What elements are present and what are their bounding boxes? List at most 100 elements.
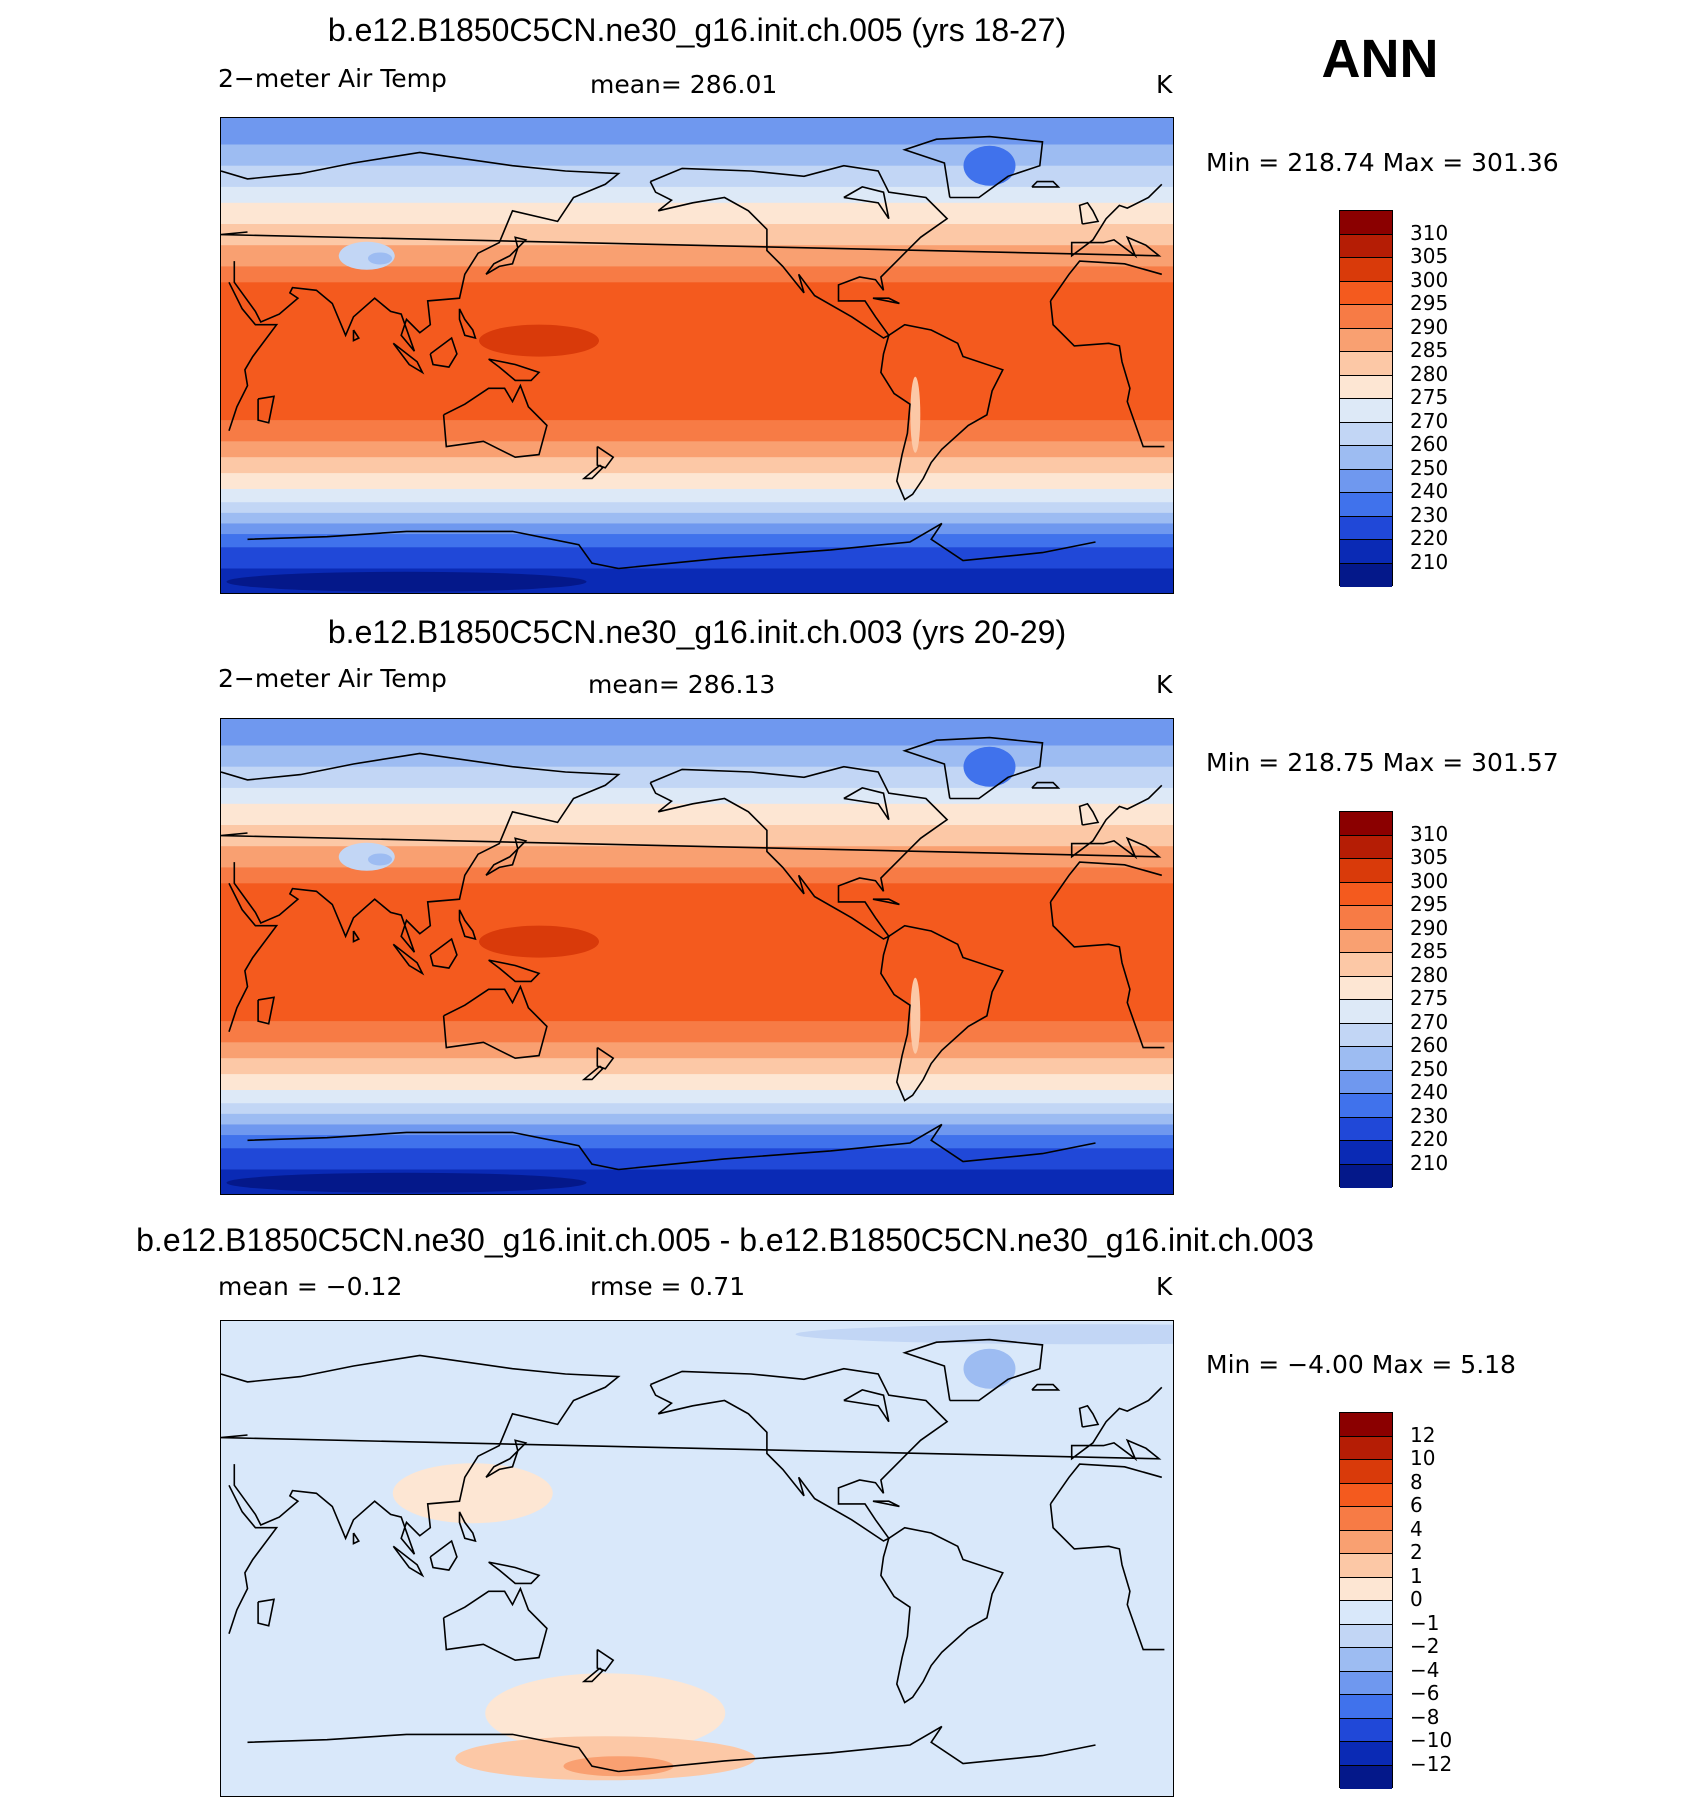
colorbar-swatch bbox=[1340, 1742, 1392, 1766]
colorbar-swatch bbox=[1340, 1070, 1392, 1094]
colorbar-tick-label: 285 bbox=[1410, 939, 1449, 963]
coastline bbox=[352, 329, 360, 342]
temperature-map bbox=[220, 117, 1174, 594]
coastline bbox=[843, 787, 890, 821]
panel-title: b.e12.B1850C5CN.ne30_g16.init.ch.005 (yr… bbox=[327, 12, 1067, 48]
coastline bbox=[1078, 201, 1100, 225]
coastline bbox=[485, 1439, 528, 1478]
coastline bbox=[581, 464, 604, 480]
coastline bbox=[880, 924, 1004, 1102]
colorbar-tick-label: 8 bbox=[1410, 1469, 1423, 1494]
coastline bbox=[429, 336, 458, 368]
coastline bbox=[257, 1598, 276, 1627]
coastline bbox=[257, 996, 276, 1025]
colorbar bbox=[1339, 210, 1393, 587]
colorbar-swatch bbox=[1340, 399, 1392, 423]
panel-title: b.e12.B1850C5CN.ne30_g16.init.ch.005 - b… bbox=[136, 1222, 1314, 1258]
colorbar-swatch bbox=[1340, 1624, 1392, 1648]
coastline bbox=[392, 1545, 425, 1578]
coastline bbox=[488, 358, 541, 382]
coastline bbox=[649, 1367, 949, 1542]
min-max-label: Min = −4.00 Max = 5.18 bbox=[1206, 1350, 1516, 1379]
colorbar-swatch bbox=[1340, 211, 1392, 235]
min-max-label: Min = 218.74 Max = 301.36 bbox=[1206, 148, 1559, 177]
colorbar-swatch bbox=[1340, 1765, 1392, 1789]
colorbar-swatch bbox=[1340, 1047, 1392, 1071]
colorbar-tick-label: 210 bbox=[1410, 1150, 1449, 1175]
coastline bbox=[458, 308, 477, 340]
coastline bbox=[596, 1648, 615, 1672]
colorbar-swatch bbox=[1340, 1577, 1392, 1601]
colorbar-swatch bbox=[1340, 1601, 1392, 1625]
mean-label: mean = −0.12 bbox=[218, 1272, 403, 1301]
colorbar-swatch bbox=[1340, 446, 1392, 470]
colorbar-swatch bbox=[1340, 1000, 1392, 1024]
colorbar-tick-label: −8 bbox=[1410, 1704, 1440, 1729]
coastline bbox=[488, 959, 541, 983]
colorbar-tick-label: 250 bbox=[1410, 1056, 1449, 1081]
units-label: K bbox=[1156, 1272, 1173, 1301]
colorbar-swatch bbox=[1340, 281, 1392, 305]
colorbar-tick-label: 0 bbox=[1410, 1587, 1423, 1611]
colorbar-swatch bbox=[1340, 1530, 1392, 1554]
coastline bbox=[352, 1532, 360, 1545]
colorbar-tick-label: 230 bbox=[1410, 1103, 1449, 1128]
colorbar-swatch bbox=[1340, 976, 1392, 1000]
colorbar-tick-label: 290 bbox=[1410, 314, 1449, 339]
colorbar-tick-label: 310 bbox=[1410, 220, 1449, 245]
colorbar-tick-label: 305 bbox=[1410, 845, 1449, 869]
colorbar-tick-label: 270 bbox=[1410, 1009, 1449, 1034]
coastline bbox=[247, 530, 619, 570]
colorbar-swatch bbox=[1340, 1094, 1392, 1118]
mean-label: mean= 286.13 bbox=[588, 670, 776, 699]
coastline bbox=[872, 898, 900, 906]
coastline bbox=[458, 909, 477, 941]
colorbar-swatch bbox=[1340, 812, 1392, 836]
colorbar-swatch bbox=[1340, 1507, 1392, 1531]
colorbar-swatch bbox=[1340, 540, 1392, 564]
coastline bbox=[221, 151, 621, 352]
colorbar-tick-label: 260 bbox=[1410, 1033, 1449, 1057]
colorbar-swatch bbox=[1340, 953, 1392, 977]
rmse-label: rmse = 0.71 bbox=[590, 1272, 746, 1301]
min-max-label: Min = 218.75 Max = 301.57 bbox=[1206, 748, 1559, 777]
coastline bbox=[596, 445, 615, 469]
colorbar-swatch bbox=[1340, 1671, 1392, 1695]
colorbar-swatch bbox=[1340, 1023, 1392, 1047]
coastline bbox=[902, 1338, 1044, 1402]
colorbar-tick-label: −4 bbox=[1410, 1657, 1440, 1682]
colorbar-tick-label: −2 bbox=[1410, 1634, 1440, 1658]
colorbar-swatch bbox=[1340, 493, 1392, 517]
colorbar-tick-label: 300 bbox=[1410, 868, 1449, 893]
colorbar-tick-label: 285 bbox=[1410, 338, 1449, 362]
colorbar-tick-label: 250 bbox=[1410, 455, 1449, 480]
season-label: ANN bbox=[1321, 29, 1439, 89]
panel-title: b.e12.B1850C5CN.ne30_g16.init.ch.003 (yr… bbox=[327, 614, 1067, 650]
coastline bbox=[618, 1123, 1096, 1171]
colorbar bbox=[1339, 811, 1393, 1188]
coastline bbox=[429, 937, 458, 969]
coastline bbox=[618, 1725, 1096, 1773]
colorbar-swatch bbox=[1340, 882, 1392, 906]
coastline bbox=[429, 1539, 458, 1571]
colorbar-tick-label: 290 bbox=[1410, 915, 1449, 940]
coastline bbox=[649, 765, 949, 940]
colorbar-tick-label: 310 bbox=[1410, 821, 1449, 846]
units-label: K bbox=[1156, 70, 1173, 99]
coastline bbox=[1031, 781, 1061, 789]
coastline bbox=[485, 837, 528, 876]
coastline bbox=[221, 784, 1163, 860]
coastline bbox=[257, 395, 276, 424]
colorbar-swatch bbox=[1340, 1141, 1392, 1165]
coastline bbox=[843, 1389, 890, 1423]
coastline bbox=[352, 930, 360, 943]
coastline bbox=[1078, 802, 1100, 826]
colorbar-swatch bbox=[1340, 1483, 1392, 1507]
colorbar-tick-label: 10 bbox=[1410, 1446, 1436, 1470]
colorbar-swatch bbox=[1340, 352, 1392, 376]
coastline bbox=[442, 1586, 548, 1662]
colorbar-tick-label: 295 bbox=[1410, 892, 1449, 916]
map-canvas bbox=[221, 1321, 1173, 1796]
colorbar-tick-label: 240 bbox=[1410, 479, 1449, 503]
coastline bbox=[228, 281, 279, 431]
